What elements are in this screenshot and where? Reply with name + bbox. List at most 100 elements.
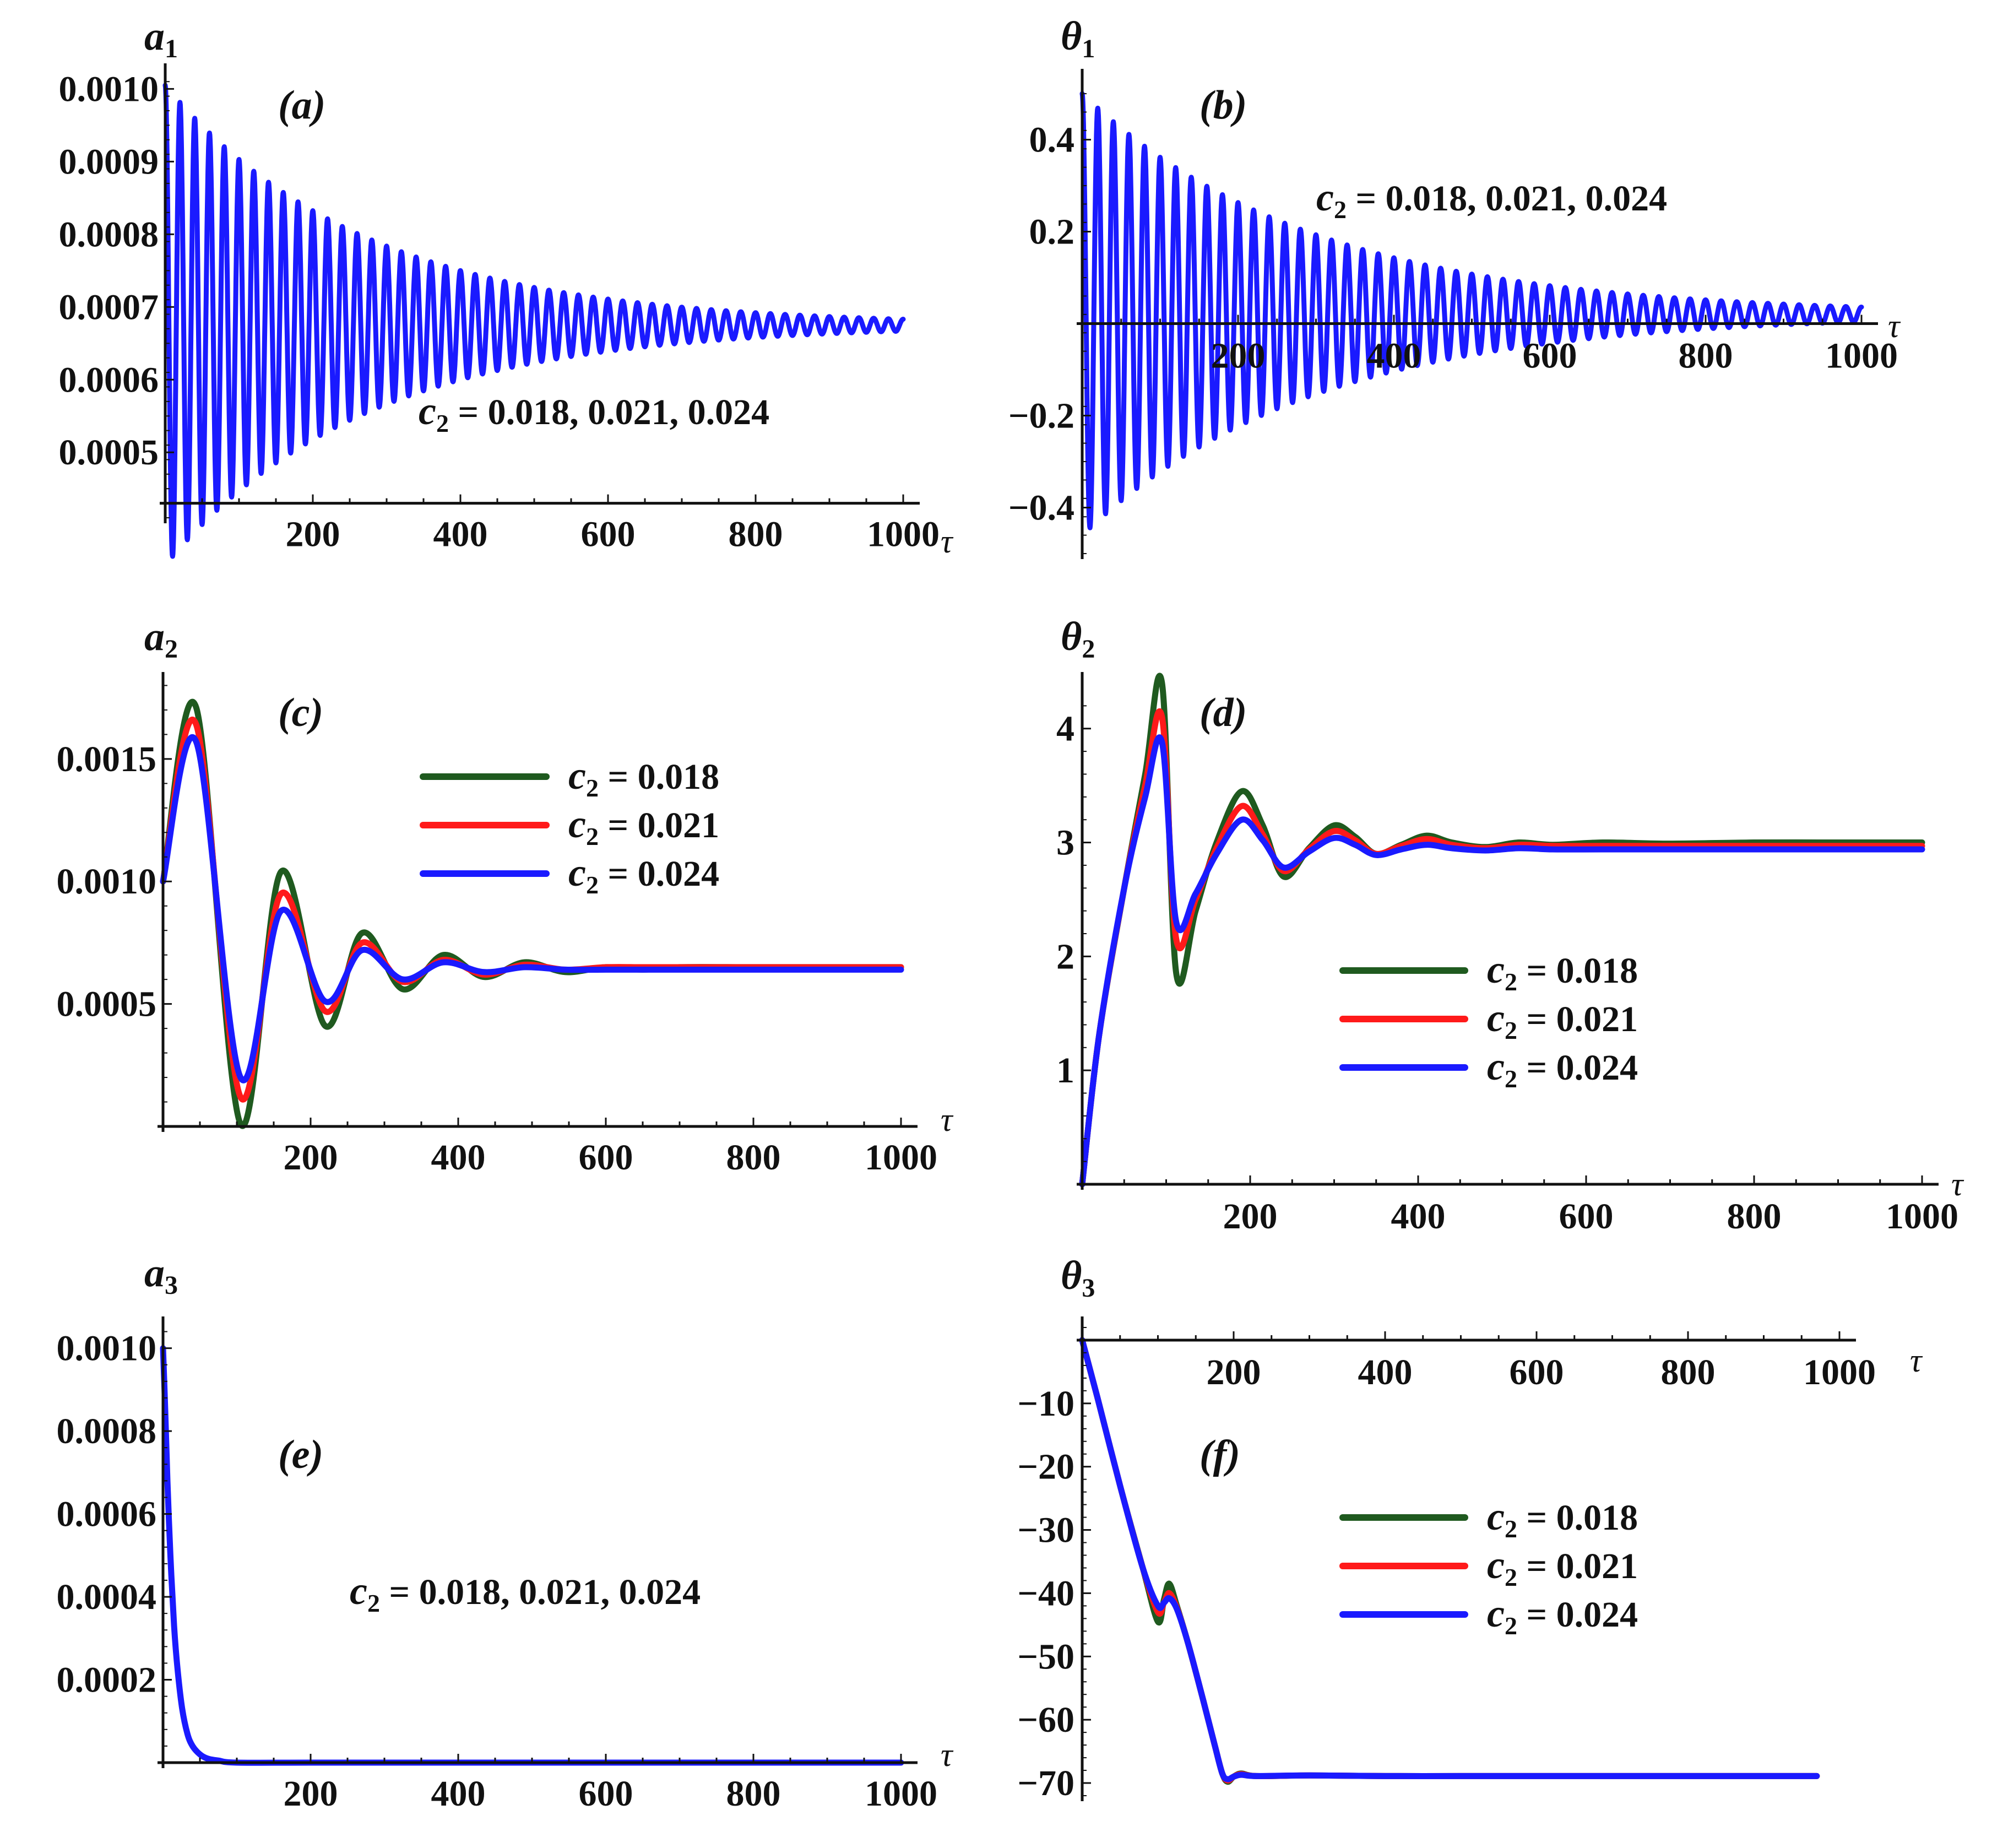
- x-axis-label-e: τ: [941, 1737, 954, 1773]
- panel-f: 200 400 600 800 1000 −70 −60 −50 −40 −30 −20 −10 (f…: [1017, 1253, 1923, 1803]
- y-tick-label-d-3: 4: [1056, 709, 1074, 749]
- plot-area-e: 200 400 600 800 1000 0.0002 0.0004 0.0006 0.0008…: [57, 1316, 937, 1814]
- y-tick-label-f-1: −60: [1017, 1700, 1074, 1740]
- x-tick-label-a-2: 600: [581, 514, 636, 555]
- x-tick-label-f-3: 800: [1661, 1352, 1716, 1392]
- series-line-a-0: [162, 83, 906, 559]
- y-tick-label-c-0: 0.0005: [57, 984, 157, 1025]
- x-axis-label-a: τ: [941, 523, 954, 560]
- x-tick-label-d-0: 200: [1223, 1196, 1278, 1237]
- x-tick-label-f-0: 200: [1207, 1352, 1261, 1392]
- series-line-d-2: [1079, 734, 1925, 1188]
- x-tick-label-d-1: 400: [1391, 1196, 1446, 1237]
- x-tick-label-c-3: 800: [726, 1137, 781, 1178]
- y-tick-label-b-0: −0.4: [1008, 488, 1074, 528]
- x-axis-label-b: τ: [1888, 308, 1901, 344]
- plot-area-d: 200 400 600 800 1000 1 2 3 4: [1056, 672, 1958, 1237]
- x-axis-label-d: τ: [1951, 1166, 1964, 1202]
- plot-area-a: 200 400 600 800 1000 0.0005 0.0006 0.0007 0.0008…: [59, 63, 940, 559]
- annotation-e: c2 = 0.018, 0.021, 0.024: [350, 1569, 701, 1617]
- x-tick-label-c-1: 400: [431, 1137, 486, 1178]
- y-axis-label-e: a3: [144, 1250, 178, 1300]
- legend-label-d-018: c2 = 0.018: [1487, 947, 1638, 996]
- series-line-c-2: [160, 734, 904, 1083]
- series-line-b-0: [1079, 91, 1864, 530]
- annotation-a: c2 = 0.018, 0.021, 0.024: [419, 389, 769, 437]
- panel-label-c: (c): [278, 690, 323, 735]
- y-tick-label-c-2: 0.0015: [57, 739, 157, 779]
- x-axis-label-c: τ: [941, 1102, 954, 1138]
- y-tick-label-f-0: −70: [1017, 1763, 1074, 1803]
- legend-label-c-021: c2 = 0.021: [568, 802, 719, 850]
- x-tick-label-b-0: 200: [1211, 336, 1266, 376]
- panel-d: 200 400 600 800 1000 1 2 3 4 (d) θ2 τ c2 = 0.018…: [1056, 614, 1964, 1237]
- legend-label-c-018: c2 = 0.018: [568, 754, 719, 802]
- y-tick-label-f-6: −10: [1017, 1384, 1074, 1424]
- y-tick-label-a-0: 0.0005: [59, 432, 159, 473]
- panel-e: 200 400 600 800 1000 0.0002 0.0004 0.0006 0.0008…: [57, 1250, 954, 1814]
- annotation-b: c2 = 0.018, 0.021, 0.024: [1316, 175, 1667, 224]
- x-tick-label-c-0: 200: [284, 1137, 338, 1178]
- y-tick-label-a-1: 0.0006: [59, 360, 159, 400]
- panel-label-a: (a): [278, 83, 325, 128]
- plot-area-b: 200 400 600 800 1000 −0.4 −0.2 0.2 0.4: [1008, 69, 1898, 559]
- series-line-d-0: [1079, 673, 1925, 1188]
- y-tick-label-f-4: −30: [1017, 1510, 1074, 1551]
- x-tick-label-d-2: 600: [1559, 1196, 1614, 1237]
- x-tick-label-d-3: 800: [1727, 1196, 1782, 1237]
- x-tick-label-e-2: 600: [579, 1774, 633, 1814]
- x-tick-label-d-4: 1000: [1886, 1196, 1958, 1237]
- panel-b: 200 400 600 800 1000−0.4−0.20.20.4 (b) θ1 τ …: [1008, 14, 1901, 559]
- legend-label-f-021: c2 = 0.021: [1487, 1543, 1638, 1591]
- y-axis-label-d: θ2: [1061, 614, 1095, 664]
- x-tick-label-e-3: 800: [726, 1774, 781, 1814]
- x-tick-label-f-4: 1000: [1803, 1352, 1876, 1392]
- y-tick-label-e-4: 0.0010: [57, 1329, 157, 1369]
- y-tick-label-e-0: 0.0002: [57, 1660, 157, 1700]
- panel-a: 200 400 600 800 1000 0.0005 0.0006 0.0007 0.0008…: [59, 14, 954, 560]
- panel-label-e: (e): [278, 1432, 323, 1477]
- legend-label-f-018: c2 = 0.018: [1487, 1494, 1638, 1543]
- legend-f: c2 = 0.018 c2 = 0.021 c2 = 0.024: [1339, 1494, 1638, 1640]
- legend-label-c-024: c2 = 0.024: [568, 850, 719, 899]
- y-axis-label-c: a2: [144, 614, 178, 664]
- y-tick-label-f-5: −20: [1017, 1447, 1074, 1487]
- x-tick-label-b-2: 600: [1523, 336, 1577, 376]
- x-tick-label-e-0: 200: [284, 1774, 338, 1814]
- y-axis-label-b: θ1: [1061, 14, 1095, 63]
- x-tick-label-a-4: 1000: [867, 514, 940, 555]
- plot-area-f: 200 400 600 800 1000 −70 −60 −50 −40 −30 −20 −10: [1017, 1316, 1876, 1803]
- legend-label-d-021: c2 = 0.021: [1487, 996, 1638, 1044]
- y-tick-label-c-1: 0.0010: [57, 861, 157, 902]
- y-tick-label-f-2: −50: [1017, 1636, 1074, 1677]
- series-line-f-0: [1079, 1337, 1820, 1785]
- y-axis-label-a: a1: [144, 14, 178, 63]
- x-tick-label-f-2: 600: [1510, 1352, 1564, 1392]
- y-tick-label-b-2: 0.2: [1029, 212, 1075, 252]
- y-tick-label-e-3: 0.0008: [57, 1411, 157, 1451]
- panel-label-b: (b): [1199, 83, 1247, 128]
- y-tick-label-b-1: −0.2: [1008, 396, 1074, 436]
- y-tick-label-b-3: 0.4: [1029, 120, 1075, 160]
- legend-c: c2 = 0.018 c2 = 0.021 c2 = 0.024: [420, 754, 719, 899]
- y-tick-label-a-4: 0.0009: [59, 142, 159, 182]
- x-tick-label-b-1: 400: [1367, 336, 1421, 376]
- y-tick-label-a-3: 0.0008: [59, 214, 159, 254]
- y-tick-label-e-2: 0.0006: [57, 1494, 157, 1535]
- x-tick-label-b-3: 800: [1679, 336, 1733, 376]
- y-tick-label-a-2: 0.0007: [59, 287, 159, 327]
- plot-area-c: 200 400 600 800 1000 0.0005 0.0010 0.0015: [57, 672, 937, 1178]
- y-tick-label-f-3: −40: [1017, 1573, 1074, 1613]
- x-tick-label-b-4: 1000: [1825, 336, 1898, 376]
- y-tick-label-d-0: 1: [1056, 1050, 1074, 1091]
- x-tick-label-a-1: 400: [433, 514, 488, 555]
- panel-c: 200 400 600 800 1000 0.0005 0.0010 0.0015 (c) a…: [57, 614, 954, 1178]
- x-tick-label-f-1: 400: [1358, 1352, 1413, 1392]
- x-tick-label-c-4: 1000: [865, 1137, 937, 1178]
- x-tick-label-c-2: 600: [579, 1137, 633, 1178]
- panel-label-d: (d): [1199, 690, 1247, 735]
- x-tick-label-a-3: 800: [729, 514, 783, 555]
- legend-label-d-024: c2 = 0.024: [1487, 1044, 1638, 1093]
- y-tick-label-d-1: 2: [1056, 936, 1074, 977]
